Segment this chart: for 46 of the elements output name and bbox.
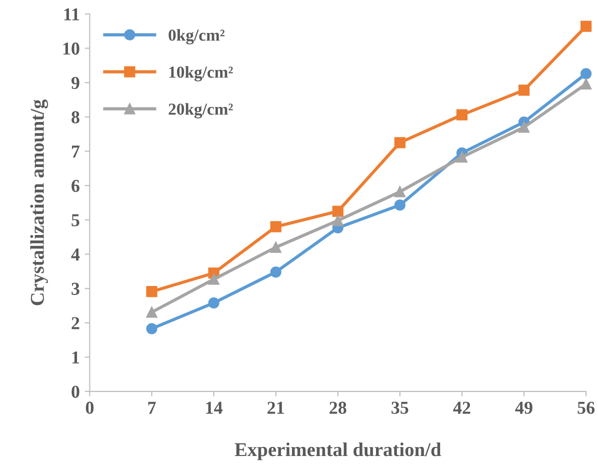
point: [394, 186, 406, 198]
x-axis-title: Experimental duration/d: [234, 442, 442, 460]
point: [270, 242, 282, 253]
y-tick-label: 11: [64, 8, 80, 20]
x-tick-label: 14: [206, 402, 222, 414]
point: [456, 152, 468, 163]
y-tick-label: 0: [72, 386, 80, 398]
point: [332, 215, 344, 226]
legend-label: 0kg/cm²: [168, 29, 224, 44]
point: [332, 206, 344, 217]
x-tick-label: 21: [268, 402, 284, 414]
y-tick-label: 2: [72, 317, 80, 330]
y-tick-label: 8: [72, 111, 80, 124]
x-tick-label: 28: [330, 402, 346, 414]
point: [580, 68, 592, 80]
point: [270, 266, 282, 278]
y-tick-label: 6: [72, 180, 80, 192]
point: [580, 20, 592, 32]
point: [208, 274, 220, 285]
point: [518, 84, 530, 96]
x-tick-label: 49: [515, 402, 532, 414]
point: [146, 306, 158, 318]
point: [456, 109, 468, 120]
y-axis-title: Crystallization amount/g: [30, 99, 48, 306]
point: [394, 200, 406, 211]
x-tick-label: 56: [578, 402, 595, 414]
point: [208, 297, 220, 308]
y-tick-label: 1: [72, 351, 80, 364]
x-tick-label: 7: [148, 402, 156, 414]
legend-label: 20kg/cm²: [168, 103, 233, 118]
legend-label: 10kg/cm²: [169, 66, 233, 82]
x-tick-label: 0: [86, 402, 94, 414]
point: [146, 286, 158, 298]
x-tick-label: 35: [392, 402, 408, 414]
y-tick-label: 10: [63, 42, 80, 55]
point: [146, 323, 158, 334]
point: [518, 122, 530, 133]
y-tick-label: 7: [72, 146, 80, 158]
point: [394, 137, 406, 148]
y-tick-label: 4: [71, 248, 80, 260]
point: [270, 221, 282, 232]
y-tick-label: 9: [71, 76, 80, 90]
x-tick-label: 42: [453, 402, 470, 414]
y-tick-label: 3: [72, 282, 80, 295]
y-tick-label: 5: [72, 214, 80, 226]
point: [580, 78, 592, 90]
